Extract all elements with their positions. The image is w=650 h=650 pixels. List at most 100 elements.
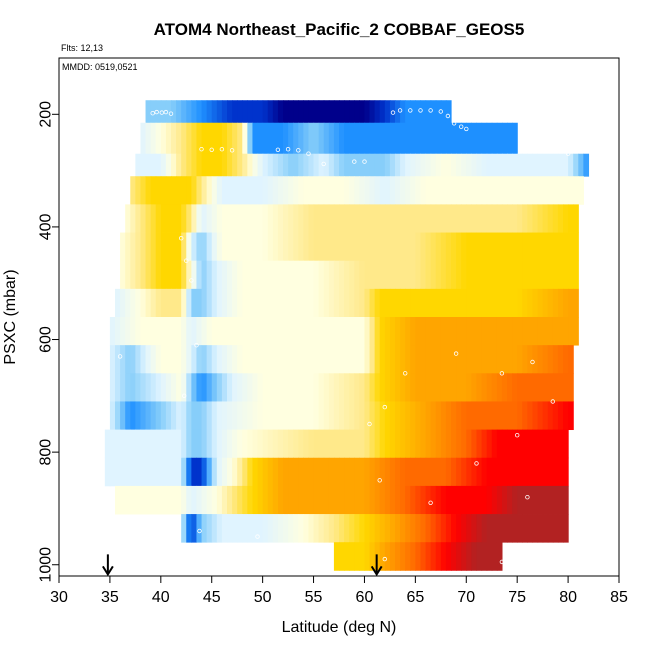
x-tick-label: 60 [356, 589, 374, 606]
heatmap-cell [476, 457, 483, 487]
heatmap-cell [201, 429, 208, 459]
heatmap-cell [527, 485, 534, 515]
heatmap-cell [532, 485, 539, 515]
heatmap-cell [395, 485, 401, 515]
heatmap-cell [369, 373, 376, 402]
heatmap-cell [542, 204, 549, 233]
heatmap-cell [191, 373, 198, 402]
heatmap-cell [155, 122, 162, 155]
heatmap-cell [430, 429, 437, 459]
heatmap-cell [537, 373, 544, 402]
heatmap-cell [364, 485, 371, 515]
heatmap-cell [400, 100, 406, 124]
heatmap-cell [135, 176, 142, 205]
heatmap-cell [389, 153, 396, 177]
heatmap-cell [344, 100, 350, 124]
heatmap-cell [339, 373, 345, 402]
heatmap-cell [165, 260, 172, 290]
heatmap-cell [221, 514, 228, 543]
heatmap-cell [542, 288, 549, 318]
heatmap-cell [349, 401, 355, 431]
heatmap-cell [410, 317, 416, 346]
heatmap-cell [206, 122, 213, 155]
heatmap-cell [486, 260, 493, 290]
heatmap-cell [196, 429, 203, 459]
heatmap-cell [247, 457, 254, 487]
heatmap-cell [135, 429, 142, 459]
heatmap-cell [405, 122, 411, 155]
heatmap-cell [318, 485, 325, 515]
heatmap-cell [323, 288, 330, 318]
heatmap-cell [196, 260, 203, 290]
x-tick-label: 40 [152, 589, 170, 606]
heatmap-cell [181, 204, 187, 233]
heatmap-cell [420, 260, 427, 290]
heatmap-cell [476, 317, 483, 346]
heatmap-cell [557, 514, 564, 543]
heatmap-cell [206, 232, 213, 262]
heatmap-cell [247, 122, 254, 155]
heatmap-cell [471, 345, 478, 374]
heatmap-cell [369, 100, 376, 124]
heatmap-cell [481, 122, 488, 155]
heatmap-cell [425, 288, 432, 318]
heatmap-cell [272, 153, 279, 177]
heatmap-cell [384, 457, 391, 487]
heatmap-cell [405, 232, 411, 262]
heatmap-cell [369, 401, 376, 431]
heatmap-cell [232, 485, 238, 515]
heatmap-cell [496, 542, 503, 571]
heatmap-cell [196, 232, 203, 262]
heatmap-cell [120, 288, 126, 318]
heatmap-cell [303, 232, 310, 262]
heatmap-cell [349, 542, 355, 571]
heatmap-cell [145, 232, 152, 262]
heatmap-cell [323, 153, 330, 177]
heatmap-cell [140, 122, 147, 155]
heatmap-cell [527, 153, 534, 177]
heatmap-cell [211, 260, 218, 290]
heatmap-cell [339, 485, 345, 515]
flight-track-point [219, 146, 225, 152]
heatmap-cell [181, 514, 187, 543]
heatmap-cell [323, 345, 330, 374]
heatmap-cell [257, 401, 264, 431]
heatmap-cell [262, 100, 269, 124]
heatmap-cell [267, 232, 274, 262]
heatmap-cell [125, 288, 131, 318]
heatmap-cell [298, 485, 304, 515]
heatmap-cell [313, 153, 320, 177]
heatmap-cell [430, 122, 437, 155]
heatmap-cell [400, 401, 406, 431]
heatmap-cell [563, 153, 569, 177]
heatmap-cell [405, 542, 411, 571]
heatmap-cell [481, 260, 488, 290]
heatmap-cell [537, 429, 544, 459]
heatmap-cell [293, 122, 299, 155]
heatmap-cell [410, 542, 416, 571]
flight-track-point [321, 161, 326, 167]
heatmap-cell [349, 260, 355, 290]
heatmap-cell [272, 260, 279, 290]
heatmap-cell [283, 260, 289, 290]
heatmap-cell [109, 345, 116, 374]
heatmap-cell [181, 260, 187, 290]
heatmap-cell [461, 153, 467, 177]
heatmap-cell [445, 514, 452, 543]
heatmap-cell [328, 153, 335, 177]
heatmap-cell [130, 457, 136, 487]
heatmap-cell [160, 122, 167, 155]
heatmap-cell [486, 345, 493, 374]
heatmap-cell [384, 542, 391, 571]
heatmap-cell [471, 457, 478, 487]
x-tick-label: 45 [203, 589, 221, 606]
heatmap-cell [557, 373, 564, 402]
heatmap-cell [339, 542, 345, 571]
heatmap-cell [191, 457, 198, 487]
heatmap-cell [313, 260, 320, 290]
heatmap-cell [440, 345, 447, 374]
heatmap-cell [293, 232, 299, 262]
heatmap-cell [339, 345, 345, 374]
heatmap-cell [237, 514, 243, 543]
heatmap-cell [140, 260, 147, 290]
